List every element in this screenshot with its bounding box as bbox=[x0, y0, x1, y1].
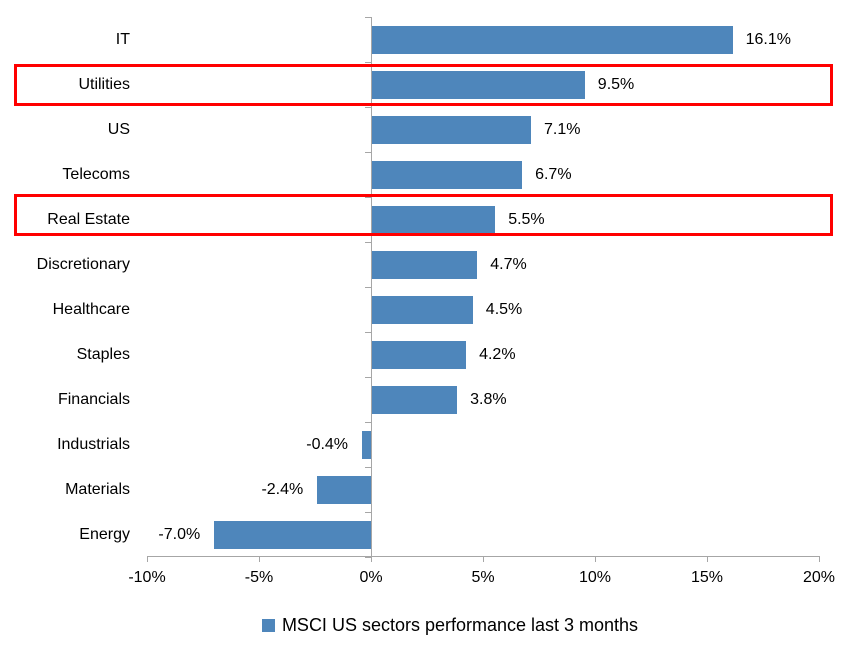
category-label: Financials bbox=[57, 390, 130, 408]
y-axis-tick bbox=[365, 377, 371, 378]
legend: MSCI US sectors performance last 3 month… bbox=[0, 610, 852, 640]
value-label: 9.5% bbox=[597, 75, 635, 93]
x-axis-tick bbox=[483, 556, 484, 562]
value-label: -2.4% bbox=[261, 480, 304, 498]
bar bbox=[317, 475, 371, 504]
x-tick-label: -10% bbox=[128, 569, 166, 586]
category-label: IT bbox=[115, 30, 130, 48]
category-label: Materials bbox=[65, 480, 130, 498]
bar bbox=[372, 160, 523, 189]
value-label: 4.2% bbox=[479, 345, 516, 363]
value-label: 7.1% bbox=[544, 120, 581, 138]
x-axis-tick bbox=[707, 556, 708, 562]
value-label: 4.5% bbox=[485, 300, 523, 318]
y-axis-tick bbox=[365, 107, 371, 108]
bar bbox=[372, 25, 733, 54]
category-label: Staples bbox=[76, 345, 130, 363]
bar bbox=[372, 385, 458, 414]
category-label: Discretionary bbox=[36, 255, 130, 273]
category-label: Utilities bbox=[78, 75, 130, 93]
category-label: Telecoms bbox=[62, 165, 130, 183]
category-label: Healthcare bbox=[52, 300, 130, 318]
category-label: US bbox=[107, 120, 130, 138]
bar bbox=[372, 340, 467, 369]
value-label: 5.5% bbox=[508, 210, 545, 228]
bar bbox=[214, 520, 371, 549]
x-tick-label: 15% bbox=[690, 569, 724, 586]
y-axis-line bbox=[371, 17, 372, 556]
bar bbox=[372, 115, 532, 144]
category-label: Energy bbox=[79, 525, 130, 543]
highlight-box bbox=[14, 63, 833, 106]
x-axis-tick bbox=[595, 556, 596, 562]
y-axis-tick bbox=[365, 152, 371, 153]
y-axis-tick bbox=[365, 62, 371, 63]
category-label: Real Estate bbox=[47, 210, 130, 228]
y-axis-tick bbox=[365, 467, 371, 468]
bar bbox=[372, 250, 478, 279]
y-axis-tick bbox=[365, 332, 371, 333]
value-label: -0.4% bbox=[306, 435, 349, 453]
bar-chart-plot-area: -10% -5% 0% 5% 10% 15% 20% IT 16.1% Utilities 9.5%… bbox=[14, 17, 836, 586]
y-axis-tick bbox=[365, 557, 371, 558]
legend-swatch-icon bbox=[261, 618, 275, 632]
bar bbox=[372, 295, 473, 324]
y-axis-tick bbox=[365, 197, 371, 198]
x-tick-label: 10% bbox=[578, 569, 612, 586]
legend-label: MSCI US sectors performance last 3 month… bbox=[281, 614, 639, 635]
x-axis-tick bbox=[147, 556, 148, 562]
y-axis-tick bbox=[365, 287, 371, 288]
x-tick-label: 20% bbox=[802, 569, 836, 586]
y-axis-tick bbox=[365, 512, 371, 513]
x-axis-tick bbox=[371, 556, 372, 562]
highlight-box bbox=[14, 193, 833, 236]
bar bbox=[362, 430, 371, 459]
value-label: 3.8% bbox=[470, 390, 507, 408]
bar bbox=[372, 205, 496, 234]
y-axis-tick bbox=[365, 422, 371, 423]
bar bbox=[372, 70, 585, 99]
value-label: 4.7% bbox=[490, 255, 527, 273]
y-axis-tick bbox=[365, 242, 371, 243]
value-label: 16.1% bbox=[745, 30, 791, 48]
value-label: 6.7% bbox=[535, 165, 572, 183]
category-label: Industrials bbox=[57, 435, 130, 453]
legend-entry: MSCI US sectors performance last 3 month… bbox=[261, 614, 639, 636]
x-axis-tick bbox=[819, 556, 820, 562]
x-axis-tick bbox=[259, 556, 260, 562]
value-label: -7.0% bbox=[158, 525, 201, 543]
x-tick-label: 5% bbox=[471, 569, 495, 586]
x-tick-label: -5% bbox=[244, 569, 274, 586]
x-tick-label: 0% bbox=[359, 569, 383, 586]
y-axis-tick bbox=[365, 17, 371, 18]
